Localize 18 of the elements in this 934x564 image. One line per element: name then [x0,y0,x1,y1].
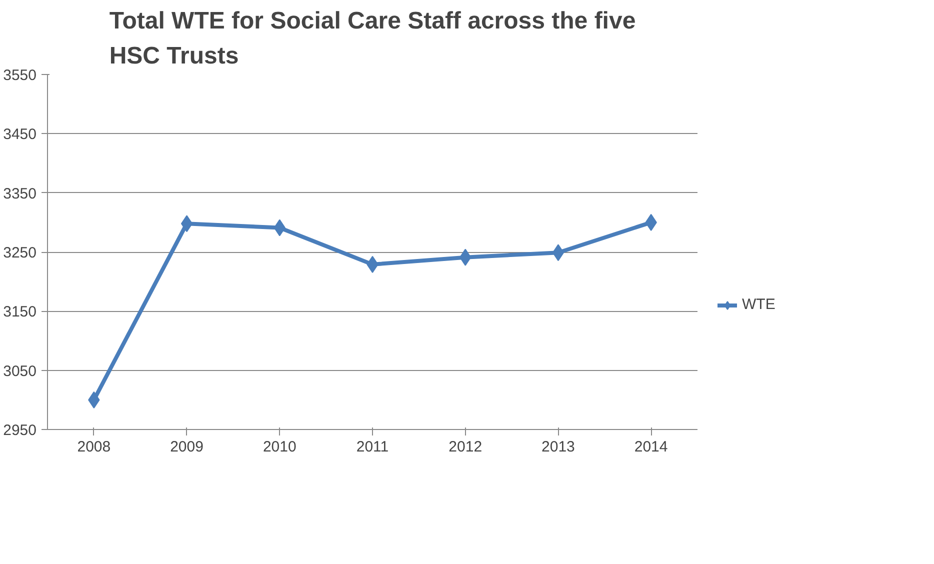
x-tick-label: 2008 [77,438,111,456]
y-tick-label: 3550 [3,67,37,84]
x-tick-label: 2010 [262,438,296,456]
x-tick-label: 2009 [170,438,204,456]
x-tick-label: 2012 [448,438,482,456]
point [552,244,564,262]
legend-label: WTE [742,296,776,313]
point [180,215,193,232]
y-tick-label: 3450 [3,126,37,144]
x-tick-label: 2013 [542,438,575,456]
y-tick-label: 3150 [3,304,37,321]
y-tick-label: 3250 [3,244,37,262]
y-tick-label: 3050 [3,362,37,380]
x-tick-label: 2014 [634,438,668,456]
x-tick-label: 2011 [356,438,389,456]
chart-title: Total WTE for Social Care Staff across the five HSC Trusts [109,7,636,70]
y-tick-label: 3350 [3,185,37,202]
y-tick-label: 2950 [3,422,37,439]
